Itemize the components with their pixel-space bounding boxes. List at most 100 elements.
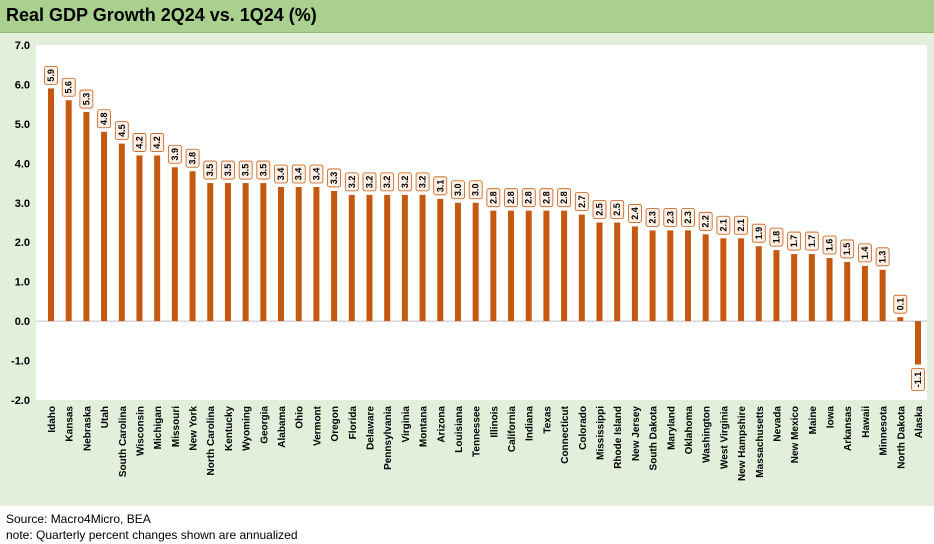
data-label-box	[167, 144, 182, 164]
data-label-text: 3.5	[223, 164, 233, 177]
data-label-box	[433, 176, 448, 196]
source-note: Source: Macro4Micro, BEA	[6, 512, 151, 526]
bar-chart: -2.0 -1.0 0.0 1.0 2.0 3.0 4.0 5.0 6.0 7.0 5.9 Idaho…	[11, 40, 927, 481]
bar	[738, 238, 745, 322]
data-label-box	[681, 207, 695, 227]
data-label: 2.8	[521, 188, 536, 208]
bar	[401, 194, 408, 322]
data-label-text: 2.3	[665, 211, 675, 224]
bar	[242, 183, 249, 322]
bar	[295, 187, 302, 322]
category-label: Rhode Island	[613, 406, 624, 469]
data-label-text: 2.4	[630, 207, 640, 220]
bar	[118, 143, 125, 322]
bar	[684, 230, 691, 322]
data-label-text: 1.5	[842, 243, 852, 256]
category-label: New Mexico	[790, 406, 801, 463]
data-label-text: 3.1	[435, 180, 445, 193]
category-label: Oklahoma	[684, 406, 695, 455]
data-label-box	[539, 188, 554, 208]
bar	[331, 190, 338, 322]
data-label: 2.5	[592, 200, 607, 219]
data-label: 2.7	[574, 192, 589, 212]
category-label: Utah	[100, 406, 111, 428]
bar	[83, 112, 90, 322]
data-label: 1.8	[769, 227, 784, 247]
data-label: 2.3	[663, 207, 678, 227]
category-label: New Jersey	[631, 406, 642, 461]
y-tick-label: 4.0	[15, 158, 30, 170]
data-label-text: 3.2	[418, 176, 428, 189]
category-label: Kansas	[65, 406, 76, 442]
data-label: 3.2	[380, 172, 395, 192]
category-label: New Hampshire	[737, 406, 748, 481]
data-label: 3.2	[362, 172, 377, 192]
data-label: 1.7	[787, 231, 802, 251]
bar	[366, 194, 373, 322]
data-label: 2.3	[645, 207, 660, 227]
data-label: 0.1	[893, 294, 908, 314]
bar	[384, 194, 391, 322]
data-label-text: 1.7	[789, 235, 799, 248]
bar	[702, 234, 709, 322]
category-label: Iowa	[826, 406, 837, 429]
bar	[915, 321, 921, 365]
data-label-text: 3.4	[311, 168, 321, 181]
data-label-box	[344, 172, 359, 192]
data-label-box	[380, 172, 395, 192]
bar	[596, 222, 603, 322]
category-label: South Carolina	[118, 406, 129, 478]
data-label-text: 2.8	[524, 191, 534, 204]
title-bar: Real GDP Growth 2Q24 vs. 1Q24 (%)	[0, 0, 934, 33]
data-label-box	[327, 168, 342, 188]
data-label: 3.5	[256, 160, 271, 180]
data-label-box	[610, 200, 625, 219]
data-label: 3.4	[309, 164, 324, 184]
category-label: Arkansas	[843, 406, 854, 451]
category-label: Colorado	[578, 406, 589, 450]
data-label-text: 3.5	[241, 164, 251, 177]
bar	[525, 210, 532, 322]
data-label-text: 4.2	[152, 136, 162, 149]
data-label-box	[698, 211, 713, 231]
bar	[224, 183, 231, 322]
data-label-text: 2.1	[718, 219, 728, 232]
data-label: 1.6	[822, 235, 837, 255]
data-label: 1.5	[840, 239, 855, 259]
bar	[348, 194, 355, 322]
data-label-box	[858, 243, 872, 263]
data-label-box	[592, 200, 607, 219]
category-label: Kentucky	[224, 406, 235, 451]
data-label: 2.2	[698, 211, 713, 231]
data-label: 5.6	[61, 77, 76, 97]
data-label-box	[486, 188, 501, 208]
data-label: 2.8	[486, 188, 501, 208]
data-label-box	[893, 294, 908, 314]
data-label: 3.3	[327, 168, 342, 188]
data-label: 3.9	[167, 144, 182, 164]
data-label: 3.4	[274, 164, 288, 184]
data-label-text: 3.2	[364, 176, 374, 189]
data-label-text: 3.5	[258, 164, 268, 177]
data-label-text: 3.8	[188, 152, 198, 165]
data-label: -1.1	[911, 368, 925, 391]
category-label: South Dakota	[649, 406, 660, 471]
category-label: Nevada	[772, 406, 783, 442]
category-label: Idaho	[47, 406, 58, 433]
category-label: Maine	[808, 406, 819, 435]
data-label: 4.2	[132, 133, 147, 152]
bar	[490, 210, 497, 322]
data-label: 3.4	[291, 164, 306, 184]
bar	[207, 183, 214, 322]
data-label-text: 2.8	[488, 191, 498, 204]
bar	[631, 226, 638, 322]
y-tick-label: -1.0	[11, 356, 30, 368]
data-label-box	[822, 235, 837, 255]
data-label-text: 3.4	[276, 168, 286, 181]
data-label: 4.5	[114, 121, 129, 141]
category-label: Ohio	[295, 406, 306, 429]
data-label-text: 3.0	[453, 184, 463, 197]
data-label: 1.3	[875, 247, 890, 267]
bar	[897, 317, 904, 322]
category-label: Illinois	[489, 406, 500, 438]
